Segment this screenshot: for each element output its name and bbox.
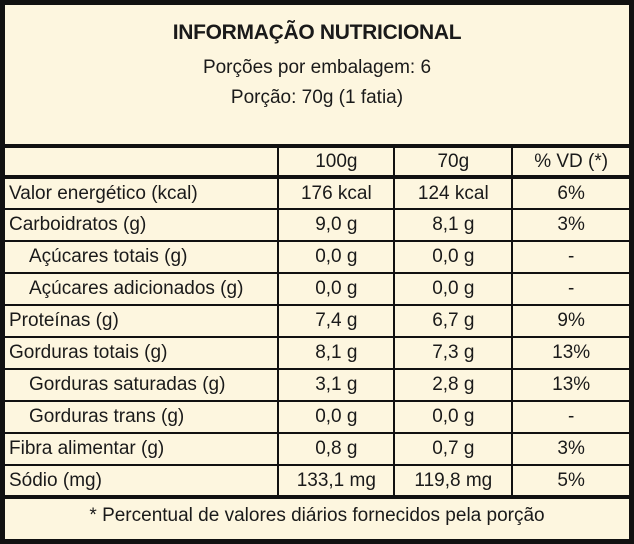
value-vd: 13% [511, 336, 629, 370]
value-100g: 0,8 g [277, 432, 396, 466]
value-70g: 0,0 g [393, 400, 514, 434]
footnote-row: * Percentual de valores diários fornecid… [5, 495, 629, 532]
column-header-vd: % VD (*) [511, 144, 629, 179]
column-header-empty [5, 144, 280, 179]
row-label: Gorduras saturadas (g) [5, 368, 280, 402]
table-row-gorduras-trans: Gorduras trans (g) 0,0 g 0,0 g - [5, 400, 629, 434]
row-label: Açúcares totais (g) [5, 240, 280, 274]
value-vd: - [511, 240, 629, 274]
value-70g: 6,7 g [393, 304, 514, 338]
value-vd: 3% [511, 208, 629, 242]
table-row-gorduras-totais: Gorduras totais (g) 8,1 g 7,3 g 13% [5, 336, 629, 370]
value-70g: 119,8 mg [393, 464, 514, 498]
value-100g: 0,0 g [277, 400, 396, 434]
row-label: Carboidratos (g) [5, 208, 280, 242]
value-100g: 8,1 g [277, 336, 396, 370]
value-vd: - [511, 400, 629, 434]
row-label: Proteínas (g) [5, 304, 280, 338]
daily-values-footnote: * Percentual de valores diários fornecid… [5, 495, 629, 532]
servings-per-package: Porções por embalagem: 6 [202, 57, 432, 78]
label-title: INFORMAÇÃO NUTRICIONAL [172, 21, 462, 44]
value-100g: 3,1 g [277, 368, 396, 402]
value-70g: 7,3 g [393, 336, 514, 370]
value-70g: 8,1 g [393, 208, 514, 242]
table-row-gorduras-saturadas: Gorduras saturadas (g) 3,1 g 2,8 g 13% [5, 368, 629, 402]
row-label: Gorduras totais (g) [5, 336, 280, 370]
column-header-100g: 100g [277, 144, 396, 179]
table-row-sodio: Sódio (mg) 133,1 mg 119,8 mg 5% [5, 464, 629, 498]
row-label: Valor energético (kcal) [5, 176, 280, 210]
row-label: Gorduras trans (g) [5, 400, 280, 434]
value-70g: 124 kcal [393, 176, 514, 210]
value-70g: 0,7 g [393, 432, 514, 466]
table-row-valor-energetico: Valor energético (kcal) 176 kcal 124 kca… [5, 176, 629, 210]
value-100g: 0,0 g [277, 240, 396, 274]
row-label: Sódio (mg) [5, 464, 280, 498]
value-vd: 5% [511, 464, 629, 498]
nutrition-table: 100g 70g % VD (*) Valor energético (kcal… [5, 144, 629, 532]
table-row-proteinas: Proteínas (g) 7,4 g 6,7 g 9% [5, 304, 629, 338]
value-100g: 176 kcal [277, 176, 396, 210]
table-row-fibra-alimentar: Fibra alimentar (g) 0,8 g 0,7 g 3% [5, 432, 629, 466]
row-label: Fibra alimentar (g) [5, 432, 280, 466]
portion-size: Porção: 70g (1 fatia) [230, 87, 404, 108]
label-header: INFORMAÇÃO NUTRICIONAL Porções por embal… [5, 5, 629, 144]
column-header-row: 100g 70g % VD (*) [5, 144, 629, 179]
column-header-70g: 70g [393, 144, 514, 179]
value-70g: 0,0 g [393, 272, 514, 306]
value-vd: 6% [511, 176, 629, 210]
value-70g: 2,8 g [393, 368, 514, 402]
value-100g: 133,1 mg [277, 464, 396, 498]
row-label: Açúcares adicionados (g) [5, 272, 280, 306]
value-vd: - [511, 272, 629, 306]
value-100g: 9,0 g [277, 208, 396, 242]
table-row-acucares-adicionados: Açúcares adicionados (g) 0,0 g 0,0 g - [5, 272, 629, 306]
value-vd: 3% [511, 432, 629, 466]
value-vd: 9% [511, 304, 629, 338]
value-100g: 7,4 g [277, 304, 396, 338]
value-100g: 0,0 g [277, 272, 396, 306]
value-vd: 13% [511, 368, 629, 402]
table-row-acucares-totais: Açúcares totais (g) 0,0 g 0,0 g - [5, 240, 629, 274]
table-row-carboidratos: Carboidratos (g) 9,0 g 8,1 g 3% [5, 208, 629, 242]
value-70g: 0,0 g [393, 240, 514, 274]
